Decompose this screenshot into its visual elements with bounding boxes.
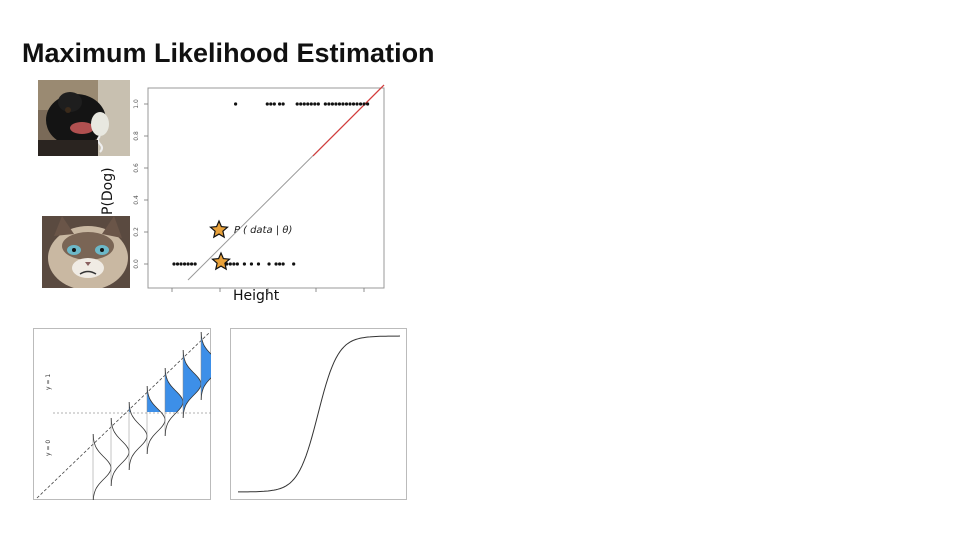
data-point <box>179 262 183 266</box>
data-point <box>292 262 296 266</box>
data-point <box>306 102 310 106</box>
data-point <box>299 102 303 106</box>
data-point <box>249 262 254 266</box>
probability-area <box>183 350 201 412</box>
probability-area <box>129 402 131 412</box>
cat-photo <box>42 216 130 288</box>
data-point <box>281 102 285 106</box>
data-point <box>228 262 232 266</box>
plot-box <box>147 87 385 289</box>
latent-distribution-panel: y = 1 y = 0 <box>33 328 211 500</box>
data-point <box>272 102 276 106</box>
data-point <box>186 262 190 266</box>
grumpy-cat-image <box>42 216 130 288</box>
data-point <box>323 102 327 106</box>
normal-curves <box>92 331 211 500</box>
fit-line-red <box>312 84 385 157</box>
data-point <box>351 102 356 106</box>
data-point <box>337 102 342 106</box>
slide-title: Maximum Likelihood Estimation <box>22 38 435 68</box>
y-tick-label: 0.6 <box>133 163 140 173</box>
dog-photo <box>38 80 130 156</box>
data-point <box>269 102 273 106</box>
data-point <box>362 102 366 106</box>
data-point <box>265 102 269 106</box>
data-point <box>302 102 306 106</box>
data-point <box>193 262 197 266</box>
y-tick-label: 0.0 <box>133 259 140 269</box>
data-point <box>225 262 229 266</box>
probability-area <box>165 368 183 412</box>
x-axis-label: Height <box>233 288 280 304</box>
data-point <box>330 102 334 106</box>
data-point <box>242 262 246 266</box>
data-point <box>334 102 338 106</box>
data-point <box>274 262 278 266</box>
data-point <box>295 102 299 106</box>
y-tick-label: 0.2 <box>133 227 140 237</box>
data-point <box>344 102 349 106</box>
data-point <box>281 262 285 266</box>
data-point <box>267 262 271 266</box>
star-icon <box>209 219 229 239</box>
data-point <box>172 262 176 266</box>
data-point <box>366 102 370 106</box>
annotation-arg: ( data | θ) <box>243 225 292 236</box>
data-point <box>182 262 187 266</box>
data-point <box>327 102 331 106</box>
probability-area <box>201 332 211 400</box>
y0-label: y = 0 <box>45 440 52 456</box>
points-y0 <box>172 262 296 266</box>
black-dog-image <box>38 80 130 156</box>
data-point <box>190 262 194 266</box>
data-point <box>358 102 363 106</box>
y-axis-label: P(Dog) <box>100 167 116 215</box>
y-tick-label: 1.0 <box>133 99 140 109</box>
sigmoid-curve <box>238 335 401 493</box>
data-point <box>256 262 261 266</box>
y-tick-label: 0.4 <box>133 195 140 205</box>
annotation-fn: P <box>234 225 241 236</box>
data-point <box>175 262 180 266</box>
y1-label: y = 1 <box>45 374 52 390</box>
likelihood-scatter-plot: 0.0 0.2 0.4 0.6 0.8 1.0 P ( data | θ) <box>133 84 385 292</box>
normal-curve <box>200 331 211 401</box>
data-point <box>278 102 282 106</box>
data-point <box>232 262 236 266</box>
data-point <box>341 102 345 106</box>
y-tick-label: 0.8 <box>133 131 140 141</box>
star-icon-bottom <box>211 251 231 271</box>
data-point <box>278 262 282 266</box>
data-point <box>234 102 238 106</box>
probability-area <box>147 386 161 412</box>
data-point <box>348 102 352 106</box>
data-point <box>235 262 239 266</box>
data-point <box>355 102 359 106</box>
data-point <box>313 102 317 106</box>
points-y1 <box>234 102 370 106</box>
data-point <box>309 102 313 106</box>
x-axis-ticks <box>171 288 365 292</box>
sigmoid-panel <box>230 328 407 500</box>
data-point <box>316 102 320 106</box>
y-axis-ticks: 0.0 0.2 0.4 0.6 0.8 1.0 <box>133 99 148 269</box>
